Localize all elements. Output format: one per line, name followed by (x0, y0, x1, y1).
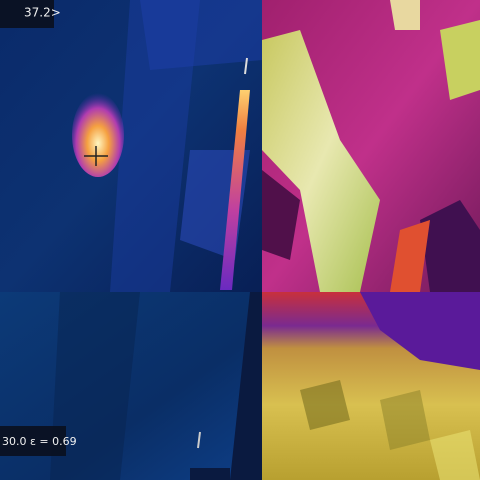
wall-shade (110, 0, 200, 292)
readout-box (0, 426, 66, 456)
scale-tick (197, 431, 201, 449)
warm-patch (390, 0, 420, 30)
cool-patch (360, 292, 480, 370)
mottle (380, 390, 430, 450)
edge-shade (190, 468, 230, 480)
color-scale (220, 90, 250, 290)
wall-shade (140, 0, 262, 70)
hot-spot (72, 93, 124, 177)
warm-patch (440, 20, 480, 100)
readout-box (0, 0, 54, 28)
mottle (300, 380, 350, 430)
scale-tick (244, 57, 248, 75)
wall-shade (50, 292, 140, 480)
readout: 37.2> (24, 6, 61, 20)
edge-shade (230, 292, 262, 480)
warm-streak (262, 30, 380, 292)
mottle (430, 430, 480, 480)
cool-patch (420, 200, 480, 292)
readout: 30.0 ε = 0.69 (2, 435, 77, 448)
warm-patch (390, 220, 430, 292)
cool-patch (262, 170, 300, 260)
